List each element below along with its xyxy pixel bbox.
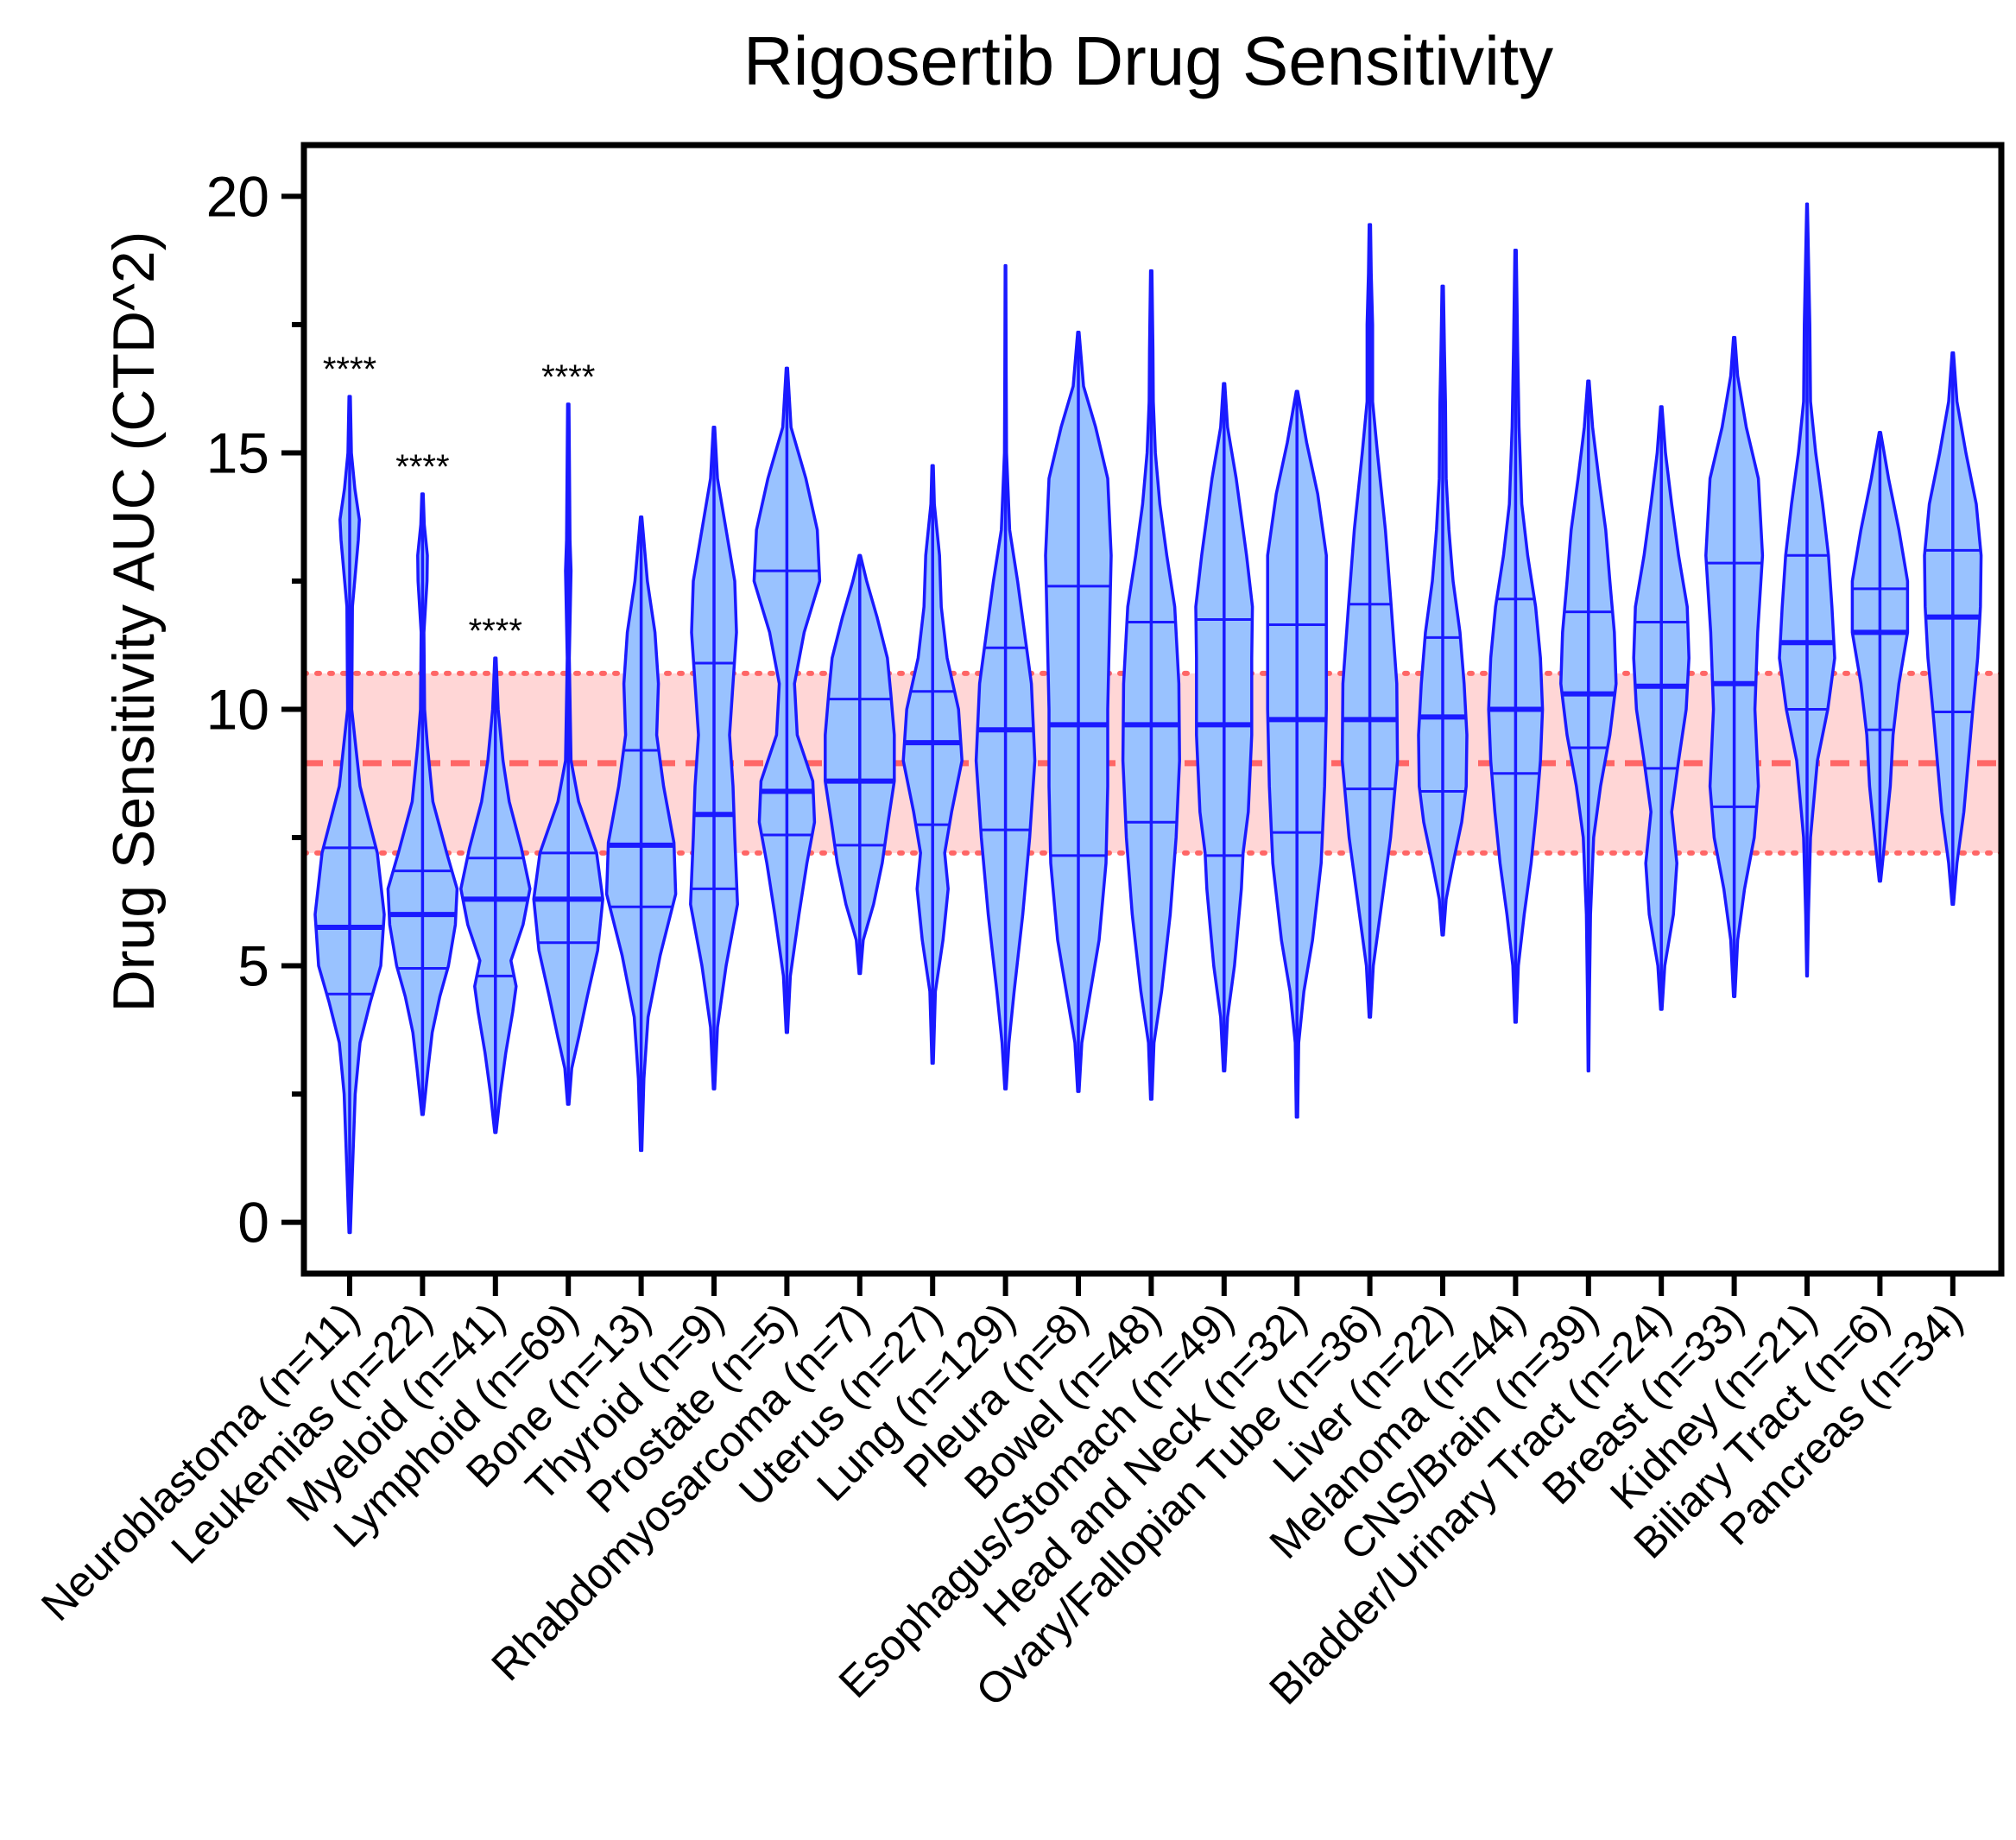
significance-label: **** <box>323 351 376 389</box>
significance-label: **** <box>469 612 522 650</box>
violin <box>1778 202 1836 978</box>
violin <box>386 492 459 1116</box>
significance-label: **** <box>395 448 449 486</box>
axes-group: 0 5 10 15 20 <box>206 142 2005 1277</box>
violin <box>1632 405 1691 1011</box>
violin <box>1704 336 1765 998</box>
violin <box>1121 269 1181 1101</box>
y-tick-label: 0 <box>237 1191 269 1255</box>
violin <box>604 515 678 1153</box>
violin <box>689 426 739 1091</box>
violin <box>1340 223 1400 1019</box>
y-tick-label: 20 <box>206 164 269 228</box>
violin <box>1559 379 1618 1073</box>
violin <box>752 366 822 1034</box>
violin <box>824 553 896 976</box>
violin <box>1417 284 1469 937</box>
violin <box>532 402 604 1106</box>
significance-group: **** **** **** **** <box>323 351 595 650</box>
violin <box>1923 351 1983 907</box>
chart-title: Rigosertib Drug Sensitivity <box>743 22 1553 99</box>
violin <box>974 263 1037 1091</box>
y-tick-label: 10 <box>206 678 269 742</box>
violin <box>459 656 532 1135</box>
violin <box>1044 331 1113 1093</box>
violin-group <box>313 202 1983 1235</box>
violin <box>1487 249 1545 1024</box>
y-tick-label: 15 <box>206 420 269 484</box>
violin <box>1194 382 1254 1073</box>
significance-label: **** <box>541 358 595 396</box>
violin <box>1266 389 1328 1119</box>
y-axis-label: Drug Sensitivity AUC (CTD^2) <box>101 231 167 1013</box>
violin <box>313 395 386 1235</box>
y-tick-label: 5 <box>237 934 269 998</box>
x-tick-labels-group: Neuroblastoma (n=11)Leukemias (n=22)Myel… <box>32 1276 1972 1716</box>
violin <box>901 464 964 1065</box>
violin <box>1850 430 1910 883</box>
